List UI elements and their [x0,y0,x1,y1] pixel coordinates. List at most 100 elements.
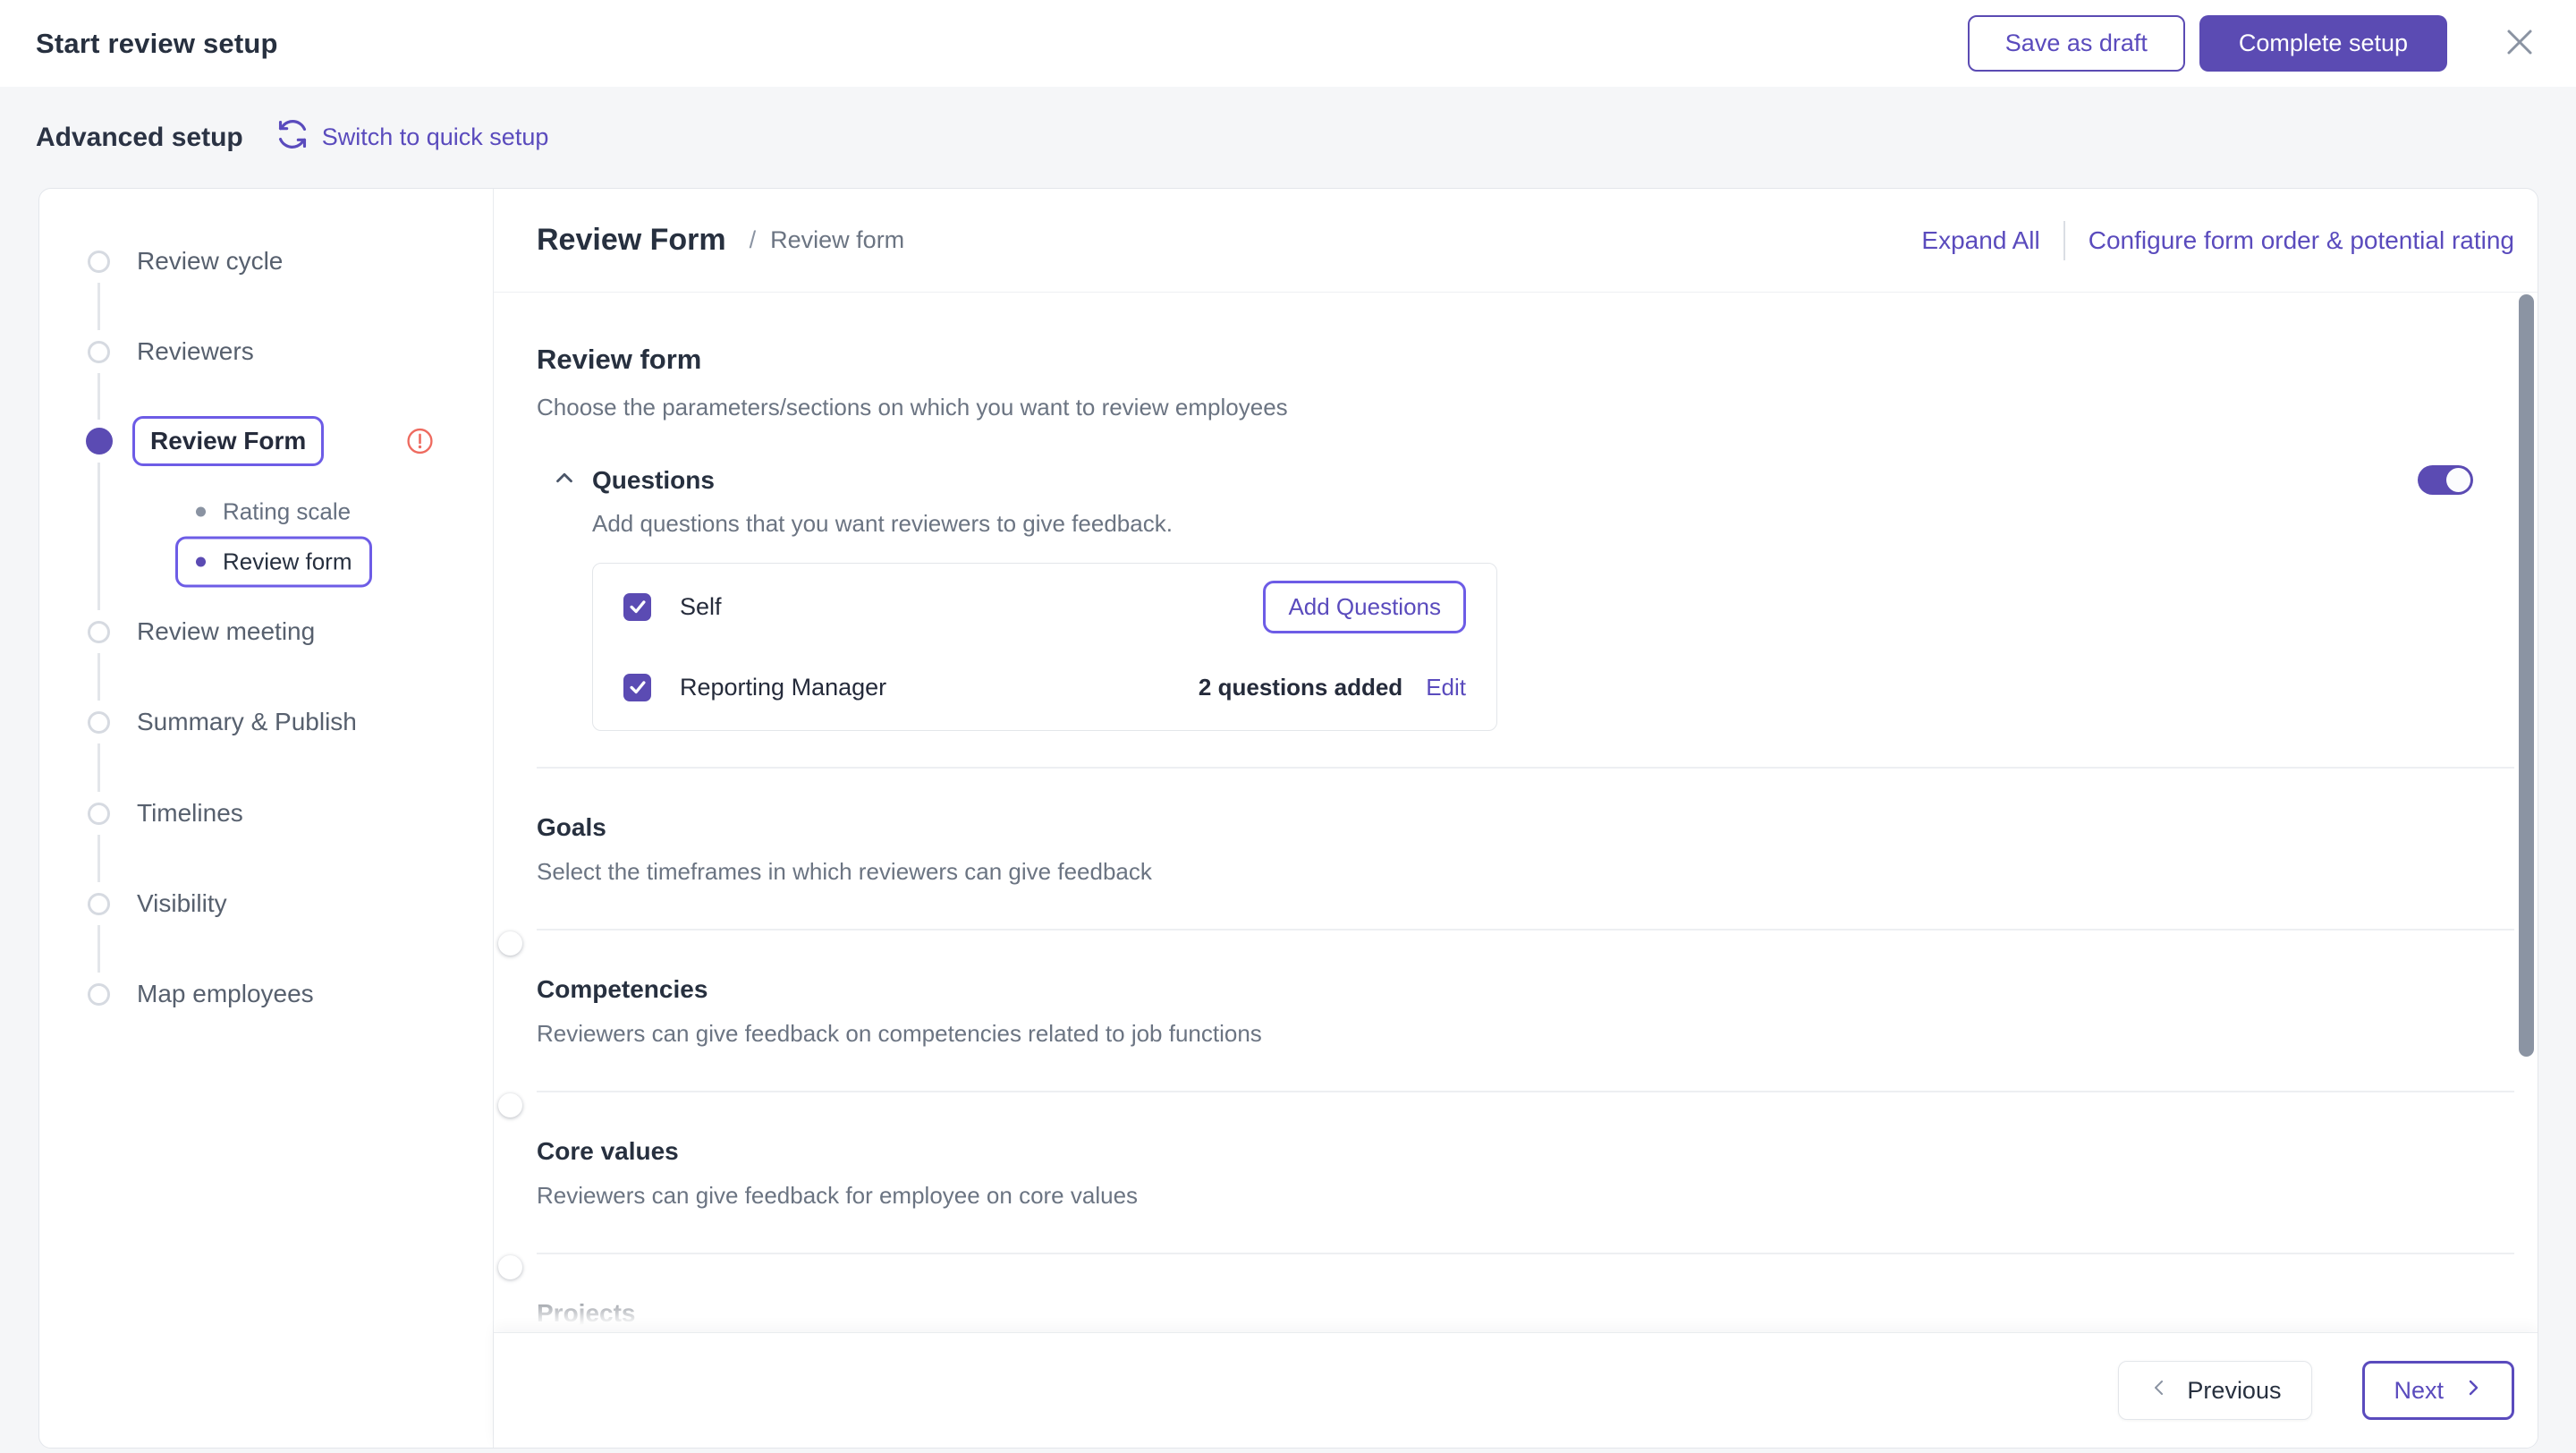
step-label: Visibility [137,889,227,917]
projects-section-title: Projects [537,1299,636,1327]
questions-added-status: 2 questions added [1198,673,1403,701]
questions-toggle[interactable] [2418,465,2473,495]
close-button[interactable] [2499,23,2540,64]
step-circle [88,340,110,363]
step-circle [88,982,110,1006]
core-values-section-description: Reviewers can give feedback for employee… [537,1182,1139,1209]
step-review-form[interactable]: Review Form [39,416,493,466]
step-reviewers[interactable]: Reviewers [39,337,493,366]
wizard-footer: Previous Next [494,1332,2538,1448]
setup-mode-label: Advanced setup [36,122,243,152]
setup-container: Review cycle Reviewers Review Form [38,188,2538,1449]
next-button[interactable]: Next [2362,1361,2514,1420]
section-divider [537,767,2514,769]
switch-to-quick-setup-link[interactable]: Switch to quick setup [275,117,548,157]
chevron-up-icon[interactable] [551,464,578,496]
step-connector [97,373,100,420]
form-description: Choose the parameters/sections on which … [537,394,1288,421]
main-panel: Review Form / Review form Expand All Con… [494,189,2538,1448]
sync-icon [275,117,309,157]
section-divider [537,929,2514,930]
step-connector [97,653,100,701]
competencies-section-description: Reviewers can give feedback on competenc… [537,1020,1262,1047]
add-questions-button[interactable]: Add Questions [1263,580,1466,633]
questions-section-description: Add questions that you want reviewers to… [592,510,1173,537]
step-connector [97,463,100,610]
active-substep-ring: Review form [175,536,373,588]
step-label: Map employees [137,980,314,1007]
top-bar: Start review setup Save as draft Complet… [0,0,2576,87]
toggle-knob [498,1255,522,1279]
self-checkbox[interactable] [623,592,651,621]
form-title: Review form [537,344,702,375]
goals-section-description: Select the timeframes in which reviewers… [537,858,1152,885]
step-circle [88,620,110,643]
previous-button[interactable]: Previous [2118,1361,2313,1420]
next-button-label: Next [2394,1376,2444,1404]
edit-questions-link[interactable]: Edit [1426,673,1466,701]
reviewer-label: Self [680,592,722,620]
page-title: Start review setup [36,27,278,59]
step-circle [88,710,110,734]
active-step-ring: Review Form [132,416,325,466]
warning-icon [406,428,434,455]
header-links: Expand All Configure form order & potent… [1921,220,2514,260]
step-review-cycle[interactable]: Review cycle [39,247,493,276]
step-label: Timelines [137,799,243,827]
step-map-employees[interactable]: Map employees [39,980,493,1008]
step-summary-publish[interactable]: Summary & Publish [39,708,493,736]
previous-button-label: Previous [2187,1376,2282,1404]
reviewer-row-actions: Add Questions [1263,580,1466,633]
expand-all-link[interactable]: Expand All [1921,225,2040,254]
step-label: Review meeting [137,617,316,645]
save-as-draft-button[interactable]: Save as draft [1967,15,2185,72]
reviewer-row-actions: 2 questions added Edit [1199,674,1466,701]
reviewer-label: Reporting Manager [680,673,887,701]
competencies-section-title: Competencies [537,975,708,1003]
questions-section-header: Questions [537,464,2514,496]
goals-section: Goals Select the timeframes in which rev… [498,769,2514,956]
competencies-section: Competencies Reviewers can give feedback… [498,930,2514,1117]
step-label: Summary & Publish [137,708,357,735]
reporting-manager-checkbox[interactable] [623,673,651,701]
step-label: Reviewers [137,337,254,365]
complete-setup-button[interactable]: Complete setup [2199,15,2447,72]
section-divider [537,1253,2514,1254]
step-circle [88,802,110,825]
toggle-knob [2446,468,2470,492]
core-values-section-title: Core values [537,1137,679,1165]
vertical-scrollbar-thumb[interactable] [2519,294,2534,1057]
substep-bullet [196,506,206,517]
projects-section: Projects Reviewers can give feedback on … [537,1254,2514,1332]
section-divider [537,1091,2514,1092]
step-visibility[interactable]: Visibility [39,889,493,918]
substep-rating-scale[interactable]: Rating scale [196,498,351,526]
configure-form-order-link[interactable]: Configure form order & potential rating [2088,225,2514,254]
step-connector [97,925,100,973]
chevron-right-icon [2462,1377,2483,1405]
step-review-meeting[interactable]: Review meeting [39,617,493,646]
substep-label: Review form [223,548,352,575]
breadcrumb-separator: / [749,226,757,253]
breadcrumb-current: Review form [770,226,905,253]
reviewer-types-box: Self Add Questions Reporting Manager 2 q… [592,563,1497,731]
step-timelines[interactable]: Timelines [39,799,493,828]
top-bar-actions: Save as draft Complete setup [1967,15,2540,72]
step-label: Review cycle [137,247,284,275]
setup-mode-bar: Advanced setup Switch to quick setup [0,87,2576,188]
step-connector [97,283,100,330]
step-circle [88,250,110,273]
reviewer-row-reporting-manager: Reporting Manager 2 questions added Edit [623,664,1466,710]
questions-section-title: Questions [592,465,715,494]
toggle-knob [498,1093,522,1117]
setup-stepper: Review cycle Reviewers Review Form [39,189,494,1448]
goals-section-title: Goals [537,813,606,841]
chevron-left-icon [2149,1377,2171,1405]
step-label: Review Form [150,427,307,455]
step-connector [97,835,100,882]
close-icon [2502,24,2538,63]
substep-bullet [196,557,206,567]
reviewer-row-self: Self Add Questions [623,580,1466,633]
substep-review-form[interactable]: Review form [175,536,373,588]
